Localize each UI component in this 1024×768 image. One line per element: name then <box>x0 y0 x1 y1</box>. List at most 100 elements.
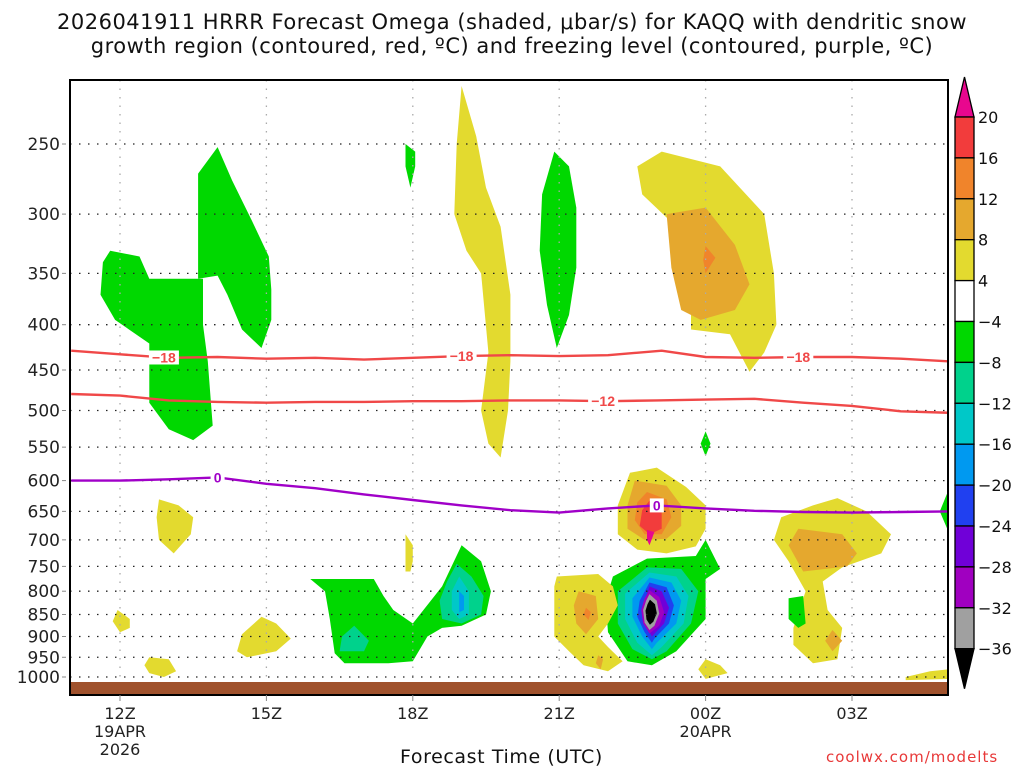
y-tick-label-700: 700 <box>28 531 60 551</box>
omega-region-2 <box>405 144 416 188</box>
y-tick-label-850: 850 <box>28 606 60 626</box>
y-tick-label-350: 350 <box>28 264 60 284</box>
omega-region-7 <box>703 246 716 274</box>
omega-region-41 <box>698 659 728 679</box>
colorbar-label--8: −8 <box>978 353 1002 372</box>
chart-title-line2: growth region (contoured, red, ºC) and f… <box>90 34 934 58</box>
colorbar-label--36: −36 <box>978 640 1012 659</box>
credit-link[interactable]: coolwx.com/modelts <box>826 748 999 766</box>
omega-region-1 <box>198 147 272 348</box>
contour-label-bg <box>588 394 619 409</box>
contour-label-bg <box>446 349 477 364</box>
contour-label-bg <box>210 470 225 485</box>
colorbar-bin-8 <box>954 198 975 241</box>
contour-label-bg <box>148 350 179 365</box>
x-tick-sublabel: 19APR <box>94 722 146 741</box>
y-tick-label-900: 900 <box>28 627 60 647</box>
omega-region-14 <box>156 499 194 554</box>
contour-label-bg <box>649 498 664 513</box>
omega-region-15 <box>405 534 413 572</box>
x-axis-label: Forecast Time (UTC) <box>400 746 603 768</box>
omega-region-25 <box>339 625 369 652</box>
omega-region-19 <box>788 596 806 628</box>
colorbar-label-12: 12 <box>978 190 998 209</box>
y-tick-label-500: 500 <box>28 402 60 422</box>
x-tick-label-18Z: 18Z <box>397 704 428 723</box>
contour-label-dendritic-minus18: −18 <box>450 348 474 364</box>
colorbar-label--24: −24 <box>978 517 1012 536</box>
omega-region-38 <box>112 610 130 633</box>
x-tick-label-00Z: 00Z <box>690 704 721 723</box>
contour-label-dendritic-minus18: −18 <box>152 349 176 365</box>
colorbar-bin--28 <box>954 525 975 568</box>
y-tick-label-1000: 1000 <box>17 668 60 688</box>
colorbar-bin--32 <box>954 566 975 609</box>
y-tick-label-950: 950 <box>28 648 60 668</box>
contour-label-freezing-level-0: 0 <box>214 469 222 485</box>
contour-label-bg <box>783 350 814 365</box>
colorbar: 20 16 12 8 4 −4 −8 −12 −16 −20 −24 −28 −32 −36 <box>954 76 1012 689</box>
x-tick-sublabel: 2026 <box>100 740 141 759</box>
colorbar-label-16: 16 <box>978 149 998 168</box>
colorbar-bin--12 <box>954 361 975 404</box>
ground-surface <box>70 682 948 695</box>
colorbar-max-arrow <box>954 76 975 118</box>
grid-lines <box>70 80 948 695</box>
contour-label-dendritic-minus12: −12 <box>591 393 615 409</box>
y-tick-label-800: 800 <box>28 582 60 602</box>
y-tick-label-450: 450 <box>28 361 60 381</box>
omega-region-24 <box>459 591 464 613</box>
y-tick-label-550: 550 <box>28 438 60 458</box>
omega-region-18 <box>825 630 843 652</box>
plot-frame <box>69 79 949 696</box>
omega-region-13 <box>647 529 655 546</box>
omega-region-36 <box>583 607 591 620</box>
x-tick-label-12Z: 12Z <box>104 704 135 723</box>
contour-dendritic-minus12 <box>71 392 948 414</box>
colorbar-bin-12 <box>954 157 975 200</box>
x-tick-label-03Z: 03Z <box>836 704 867 723</box>
x-tick-label-15Z: 15Z <box>251 704 282 723</box>
colorbar-label--32: −32 <box>978 599 1012 618</box>
x-tick-label-21Z: 21Z <box>544 704 575 723</box>
omega-region-8 <box>700 431 711 457</box>
omega-region-4 <box>454 86 511 458</box>
omega-region-3 <box>539 151 577 348</box>
colorbar-label--28: −28 <box>978 558 1012 577</box>
y-tick-label-650: 650 <box>28 502 60 522</box>
omega-shaded-regions <box>100 86 948 681</box>
colorbar-label--20: −20 <box>978 476 1012 495</box>
y-tick-label-600: 600 <box>28 472 60 492</box>
colorbar-label--12: −12 <box>978 394 1012 413</box>
y-tick-label-400: 400 <box>28 316 60 336</box>
omega-region-17 <box>788 528 857 572</box>
temperature-contours: −18 −18 −18 −12 0 0 <box>71 348 948 514</box>
omega-region-40 <box>144 657 177 677</box>
omega-region-42 <box>905 669 948 681</box>
colorbar-min-arrow <box>954 648 975 689</box>
colorbar-label-4: 4 <box>978 272 988 291</box>
colorbar-bin-16 <box>954 116 975 159</box>
colorbar-bin-4 <box>954 239 975 282</box>
chart-title-line1: 2026041911 HRRR Forecast Omega (shaded, … <box>57 10 967 34</box>
y-tick-label-250: 250 <box>28 135 60 155</box>
colorbar-label--16: −16 <box>978 435 1012 454</box>
colorbar-bin--4 <box>954 279 975 323</box>
colorbar-bin--8 <box>954 320 975 364</box>
colorbar-bin--36 <box>954 607 975 650</box>
contour-label-freezing-level-0: 0 <box>653 497 661 513</box>
omega-region-core <box>645 599 657 625</box>
y-tick-label-300: 300 <box>28 205 60 225</box>
omega-region-0 <box>100 250 213 441</box>
colorbar-bin--24 <box>954 484 975 527</box>
colorbar-label-20: 20 <box>978 108 998 127</box>
x-tick-sublabel: 20APR <box>680 722 732 741</box>
colorbar-bin--20 <box>954 443 975 486</box>
omega-region-37 <box>595 655 604 670</box>
y-axis: 2503003504004505005506006507007508008509… <box>17 135 66 688</box>
colorbar-bin--16 <box>954 402 975 445</box>
y-tick-label-750: 750 <box>28 557 60 577</box>
colorbar-label--4: −4 <box>978 313 1002 332</box>
